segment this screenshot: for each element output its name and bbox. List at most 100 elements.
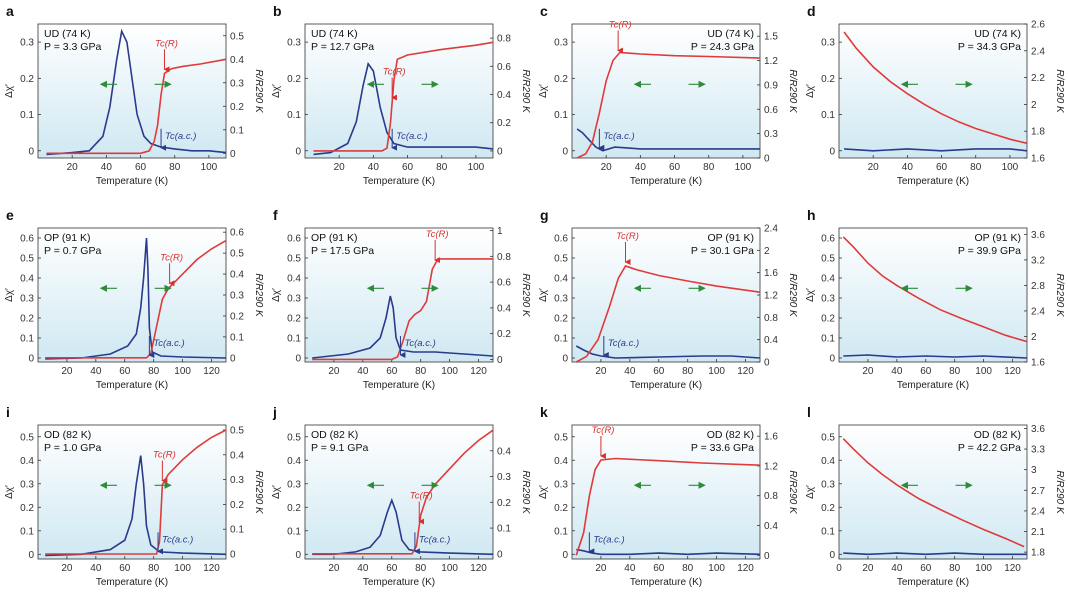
plot-area [838,23,1028,159]
y-left-tick-label: 0 [28,146,34,157]
chi-series-line [46,28,227,156]
tc-ac-label: Tc(a.c.) [593,534,624,545]
y-right-tick-label: 0.9 [764,80,778,91]
tc-r-label: Tc(R) [383,67,406,78]
x-axis-label: Temperature (K) [363,380,435,391]
y-right-tick-label: 0.6 [764,105,778,116]
y-right-axis-label: R/R290 K [253,69,264,114]
panel-letter: g [540,207,549,223]
tc-ac-label: Tc(a.c.) [419,534,450,545]
plot-area [37,424,227,560]
x-axis-label: Temperature (K) [96,380,168,391]
x-tick-label: 80 [169,162,181,173]
x-tick-label: 60 [936,162,948,173]
x-tick-label: 80 [682,366,694,377]
x-axis-label: Temperature (K) [630,176,702,187]
y-left-tick-label: 0.3 [821,294,835,305]
tc-ac-label: Tc(a.c.) [396,131,427,142]
y-left-axis-label: Δχ′ [4,485,15,499]
panel-letter: f [273,207,278,223]
panel-letter: c [540,3,548,19]
y-left-tick-label: 0.3 [821,479,835,490]
x-tick-label: 60 [119,563,131,574]
y-right-tick-label: 3.2 [1031,255,1045,266]
panel-e: e 20 40 60 80 100 120 Temperature (K) 0 0.1 0.2 0.3… [4,207,264,391]
x-tick-label: 100 [441,366,458,377]
panel-letter: d [807,3,816,19]
y-right-tick-label: 0.1 [497,524,511,535]
y-left-tick-label: 0.3 [554,38,568,49]
y-right-tick-label: 0.8 [764,491,778,502]
x-tick-label: 80 [703,162,715,173]
pressure-label: P = 9.1 GPa [311,442,368,454]
panel-c: c 20 40 60 80 100 Temperature (K) 0 0.1 0.2 0.3 Δχ′… [538,3,798,187]
y-left-tick-label: 0 [829,354,835,365]
x-tick-label: 100 [1002,162,1019,173]
y-right-tick-label: 0.3 [497,472,511,483]
y-left-tick-label: 0.3 [554,479,568,490]
y-right-tick-label: 2.6 [1031,20,1045,31]
x-tick-label: 60 [920,563,932,574]
y-left-tick-label: 0 [28,354,34,365]
y-right-tick-label: 1.6 [1031,358,1045,369]
y-right-tick-label: 3.6 [1031,230,1045,241]
y-right-tick-label: 0.1 [230,125,244,136]
y-right-axis-label: R/R290 K [253,470,264,515]
y-right-tick-label: 2 [1031,100,1037,111]
resistance-series-line [312,258,493,361]
y-right-tick-label: 3 [1031,465,1037,476]
pressure-label: P = 34.3 GPa [958,41,1021,53]
panel-l: l 0 20 40 60 80 100 120 Temperature (K) 0 0.1 0.2 0.… [805,404,1065,588]
y-right-tick-label: 0 [497,355,503,366]
tc-ac-label: Tc(a.c.) [608,338,639,349]
x-tick-label: 20 [868,162,880,173]
x-tick-label: 40 [891,366,903,377]
plot-area [304,424,494,560]
y-left-tick-label: 0.1 [821,526,835,537]
y-right-tick-label: 0.4 [230,55,244,66]
y-right-tick-label: 1.5 [764,32,778,43]
y-right-tick-label: 0.4 [764,521,778,532]
pressure-label: P = 3.3 GPa [44,41,101,53]
panel-letter: h [807,207,816,223]
y-left-tick-label: 0.3 [20,479,34,490]
x-tick-label: 60 [653,366,665,377]
x-tick-label: 120 [470,563,487,574]
x-tick-label: 100 [708,366,725,377]
y-right-axis-label: R/R290 K [520,69,531,114]
y-left-tick-label: 0.3 [821,38,835,49]
y-left-tick-label: 0.4 [20,274,34,285]
x-tick-label: 80 [949,563,961,574]
x-tick-label: 20 [61,563,73,574]
y-left-tick-label: 0.5 [20,254,34,265]
x-axis-label: Temperature (K) [96,176,168,187]
y-right-tick-label: 0.4 [230,450,244,461]
y-left-tick-label: 0.4 [20,456,34,467]
y-left-axis-label: Δχ′ [538,288,549,302]
x-tick-label: 40 [357,366,369,377]
panel-letter: i [6,404,10,420]
y-right-tick-label: 2.7 [1031,486,1045,497]
resistance-series-line [842,236,1028,343]
y-left-tick-label: 0 [295,354,301,365]
y-right-tick-label: 2.1 [1031,527,1045,538]
y-left-tick-label: 0.2 [20,314,34,325]
panel-j: j 20 40 60 80 100 120 Temperature (K) 0 0.1 0.2 0.3… [271,404,531,588]
y-left-axis-label: Δχ′ [271,485,282,499]
x-tick-label: 80 [415,563,427,574]
y-left-axis-label: Δχ′ [805,84,816,98]
y-left-tick-label: 0 [829,550,835,561]
pressure-label: P = 39.9 GPa [958,245,1021,257]
x-tick-label: 80 [415,366,427,377]
y-right-tick-label: 2 [764,246,770,257]
y-right-axis-label: R/R290 K [787,273,798,318]
x-tick-label: 40 [635,162,647,173]
sample-label: UD (74 K) [44,28,91,40]
y-left-tick-label: 0.1 [287,334,301,345]
x-axis-label: Temperature (K) [363,577,435,588]
x-tick-label: 40 [101,162,113,173]
y-right-tick-label: 1.2 [764,56,778,67]
x-tick-label: 20 [862,366,874,377]
y-right-tick-label: 0.8 [497,252,511,263]
pressure-label: P = 42.2 GPa [958,442,1021,454]
